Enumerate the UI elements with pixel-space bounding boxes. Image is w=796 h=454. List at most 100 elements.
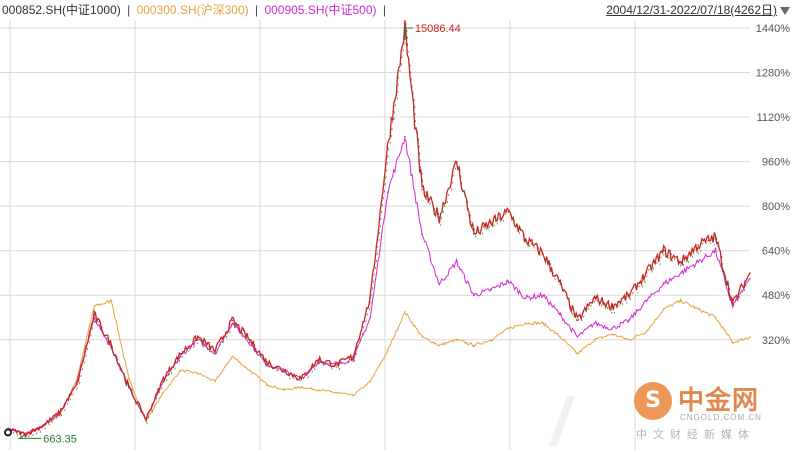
- data-point: [593, 339, 596, 341]
- data-point: [283, 389, 285, 391]
- data-point: [576, 336, 579, 338]
- y-tick-label: 640%: [762, 246, 790, 258]
- y-tick-label: 320%: [762, 335, 790, 347]
- data-point: [369, 297, 372, 299]
- data-point: [697, 261, 699, 263]
- data-point: [179, 352, 182, 355]
- data-point: [266, 383, 268, 386]
- data-point: [645, 300, 648, 302]
- data-point: [162, 391, 165, 394]
- data-point: [317, 358, 320, 361]
- series-line-csi1000-down-candles: [8, 23, 752, 441]
- data-point: [524, 238, 527, 241]
- data-point: [749, 272, 751, 274]
- chart-annotations: 15086.44 663.35: [4, 23, 461, 445]
- date-range-label[interactable]: 2004/12/31-2022/07/18(4262日): [606, 3, 777, 17]
- chart-grid: [0, 20, 750, 450]
- data-point: [386, 350, 389, 352]
- data-point: [386, 191, 389, 193]
- chart-series-group: [7, 20, 752, 441]
- data-point: [352, 394, 354, 397]
- data-point: [317, 389, 320, 391]
- data-point: [542, 294, 544, 297]
- data-point: [455, 160, 458, 163]
- data-point: [93, 313, 96, 316]
- y-tick-label: 1120%: [757, 112, 791, 124]
- low-value-label: 663.35: [43, 433, 77, 445]
- data-point: [490, 339, 493, 341]
- date-range-selector[interactable]: 2004/12/31-2022/07/18(4262日): [606, 0, 790, 20]
- data-point: [110, 300, 113, 302]
- data-point: [593, 322, 596, 324]
- data-point: [110, 344, 113, 347]
- y-tick-label: 480%: [762, 290, 790, 302]
- data-point: [490, 288, 493, 291]
- data-point: [455, 339, 458, 341]
- legend-item-csi1000[interactable]: 000852.SH(中证1000): [2, 3, 121, 17]
- data-point: [507, 327, 510, 330]
- series-line-csi1000: [7, 20, 751, 438]
- data-point: [559, 313, 561, 316]
- data-point: [179, 369, 182, 372]
- legend-series-list: 000852.SH(中证1000) | 000300.SH(沪深300) | 0…: [2, 0, 389, 20]
- data-point: [542, 252, 544, 255]
- y-axis-labels: 320% 480% 640% 800% 960% 1120% 1280% 1440%: [756, 23, 790, 347]
- legend-item-hs300[interactable]: 000300.SH(沪深300): [136, 3, 249, 17]
- data-point: [438, 216, 441, 219]
- data-point: [438, 283, 441, 285]
- legend-separator: |: [382, 3, 386, 17]
- data-point: [214, 380, 216, 383]
- watermark-domain: CNGOLD.COM.CN: [680, 413, 762, 422]
- data-point: [697, 244, 699, 246]
- data-point: [714, 316, 717, 319]
- data-point: [231, 355, 234, 358]
- watermark-tagline: 中文财经新媒体: [636, 428, 755, 441]
- data-point: [628, 294, 630, 297]
- data-point: [145, 418, 147, 420]
- data-point: [697, 308, 699, 311]
- data-point: [662, 283, 665, 285]
- data-point: [680, 272, 682, 274]
- data-point: [179, 355, 182, 358]
- data-point: [714, 249, 717, 252]
- data-point: [369, 380, 372, 383]
- data-point: [421, 188, 423, 191]
- legend-separator: |: [254, 3, 259, 17]
- low-marker-line: [17, 434, 42, 439]
- data-point: [248, 369, 251, 372]
- legend-item-csi500[interactable]: 000905.SH(中证500): [264, 3, 377, 17]
- data-point: [662, 308, 665, 311]
- data-point: [628, 339, 630, 341]
- chart-legend-bar: 000852.SH(中证1000) | 000300.SH(沪深300) | 0…: [0, 0, 796, 20]
- data-point: [404, 135, 406, 138]
- data-point: [369, 316, 372, 319]
- peak-marker: [404, 27, 413, 40]
- data-point: [59, 411, 61, 414]
- data-point: [507, 210, 510, 213]
- data-point: [714, 236, 717, 238]
- data-point: [352, 355, 354, 358]
- data-point: [231, 322, 234, 324]
- data-point: [41, 425, 44, 427]
- data-point: [731, 302, 734, 305]
- watermark: S 中金网 CNGOLD.COM.CN 中文财经新媒体: [634, 380, 784, 444]
- data-point: [197, 336, 199, 338]
- low-marker: [4, 428, 12, 437]
- data-point: [507, 280, 510, 283]
- data-point: [128, 378, 130, 380]
- data-point: [611, 327, 613, 330]
- y-tick-label: 1440%: [756, 23, 790, 35]
- watermark-logo-icon: S: [634, 382, 672, 420]
- chevron-down-icon[interactable]: [780, 6, 790, 15]
- data-point: [524, 322, 527, 324]
- y-tick-label: 800%: [762, 201, 790, 213]
- watermark-title: 中金网: [678, 386, 760, 416]
- data-point: [559, 283, 561, 285]
- data-point: [731, 305, 734, 308]
- data-point: [473, 344, 475, 347]
- data-point: [593, 297, 596, 299]
- data-point: [93, 305, 96, 308]
- data-point: [335, 364, 337, 366]
- data-point: [576, 319, 579, 322]
